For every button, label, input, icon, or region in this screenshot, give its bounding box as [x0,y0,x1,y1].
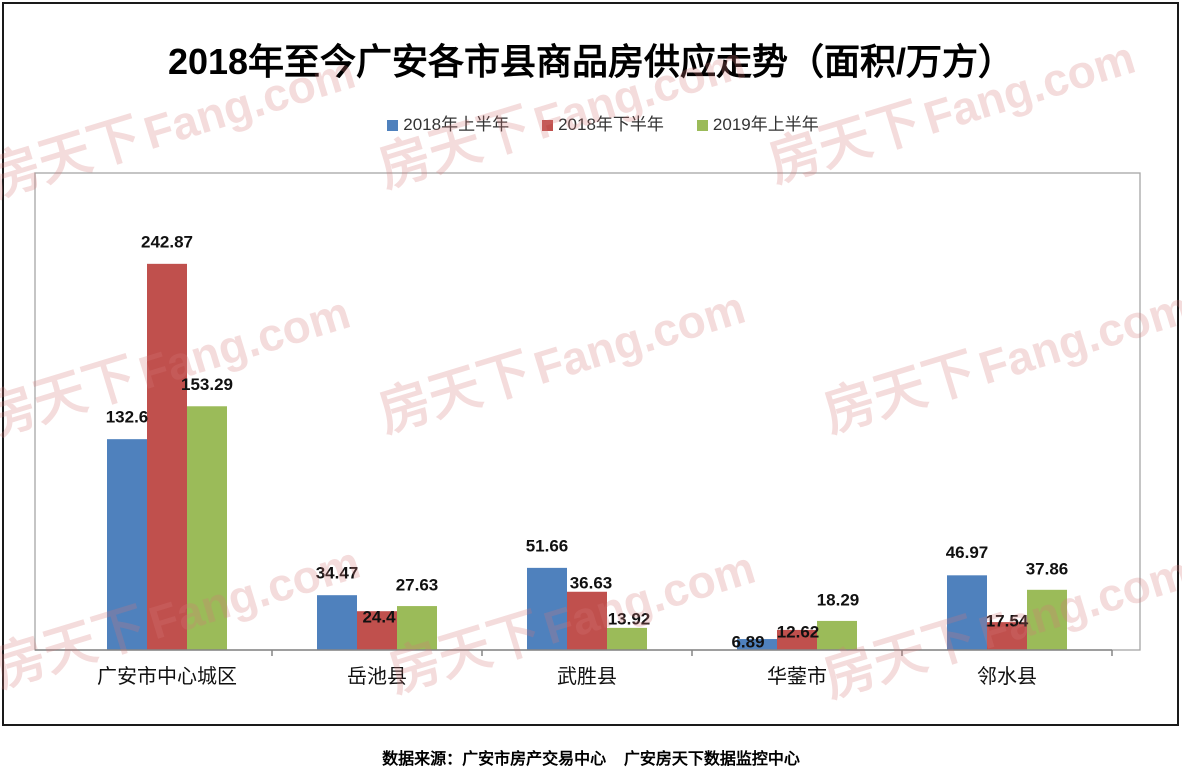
category-label: 岳池县 [347,665,407,688]
chart-title: 2018年至今广安各市县商品房供应走势（面积/万方） [167,41,1015,82]
category-label: 邻水县 [977,665,1037,688]
legend-swatch-green [696,119,708,131]
bar-series-2-category-4 [777,629,817,650]
data-label: 153.29 [181,375,233,394]
bar-series-2-category-2 [357,611,397,650]
bar-series-3-category-2 [397,606,437,650]
bar-series-2-category-5 [987,622,1027,650]
legend-label: 2018年下半年 [558,115,664,134]
bar-series-1-category-3 [527,567,567,650]
legend-item-series-1: 2018年上半年 [387,113,509,137]
legend: 2018年上半年 2018年下半年 2019年上半年 [0,113,1182,137]
category-label: 华蓥市 [767,665,827,688]
category-labels: 广安市中心城区 岳池县 武胜县 华蓥市 邻水县 [97,665,1037,688]
data-label: 18.29 [817,590,860,609]
legend-label: 2019年上半年 [712,115,819,134]
data-label: 27.63 [396,576,439,595]
category-label: 广安市中心城区 [97,665,237,688]
category-label: 武胜县 [557,665,617,688]
data-label: 17.54 [986,612,1029,631]
bar-series-2-category-1 [147,263,187,650]
bars [107,263,1067,650]
data-label: 132.6 [106,408,149,427]
data-label: 12.62 [777,622,820,641]
data-label: 46.97 [946,543,989,562]
data-label: 37.86 [1026,559,1069,578]
data-label: 24.4 [362,608,396,627]
bar-series-3-category-1 [187,406,227,650]
bar-series-3-category-3 [607,627,647,650]
legend-item-series-2: 2018年下半年 [542,113,664,137]
source-note: 数据来源：广安市房产交易中心 广安房天下数据监控中心 [382,751,800,768]
legend-swatch-blue [387,119,399,131]
legend-label: 2018年上半年 [403,115,510,134]
legend-item-series-3: 2019年上半年 [696,113,819,137]
legend-swatch-red [542,119,554,131]
chart-frame [2,2,1179,726]
data-label: 242.87 [141,232,193,251]
data-label: 34.47 [316,564,359,583]
bar-series-3-category-5 [1027,589,1067,650]
bar-series-1-category-5 [947,575,987,650]
data-label: 51.66 [526,536,569,555]
bar-series-1-category-2 [317,595,357,650]
bar-series-1-category-1 [107,439,147,650]
data-label: 36.63 [570,573,613,592]
data-label: 6.89 [731,633,764,652]
data-label: 13.92 [608,609,651,628]
bar-series-3-category-4 [817,620,857,650]
bar-series-1-category-4 [737,639,777,650]
data-labels: 132.6 34.47 51.66 6.89 46.97 242.87 24.4 36.63 1… [106,232,1069,651]
bar-series-2-category-3 [567,591,607,650]
